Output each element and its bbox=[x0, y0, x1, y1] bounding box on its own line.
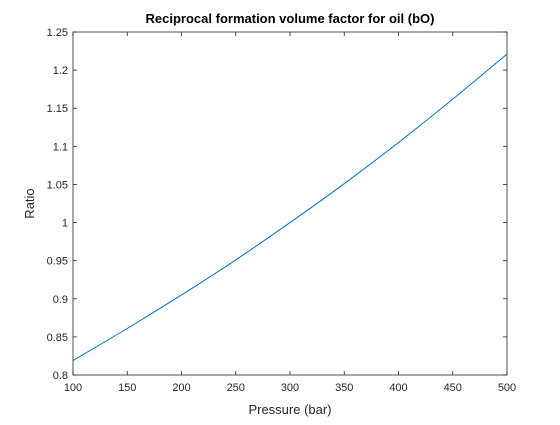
ticks-layer: 100 150 200 250 300 350 400 450 500 0.8 0.85 0.9 0.9… bbox=[47, 27, 517, 394]
y-tick-label: 1.05 bbox=[47, 179, 68, 191]
y-tick-label: 1.2 bbox=[53, 65, 68, 77]
x-tick-label: 200 bbox=[172, 382, 190, 394]
y-tick-label: 1.25 bbox=[47, 27, 68, 39]
x-tick-label: 150 bbox=[118, 382, 136, 394]
series-layer bbox=[72, 53, 508, 361]
x-tick-label: 450 bbox=[444, 382, 462, 394]
x-tick-label: 300 bbox=[281, 382, 299, 394]
y-tick-label: 0.95 bbox=[47, 256, 68, 268]
y-tick-label: 0.9 bbox=[53, 294, 68, 306]
chart-title: Reciprocal formation volume factor for o… bbox=[146, 11, 435, 26]
x-tick-label: 350 bbox=[335, 382, 353, 394]
x-tick-label: 400 bbox=[389, 382, 407, 394]
x-tick-label: 250 bbox=[227, 382, 245, 394]
y-tick-label: 1.1 bbox=[53, 141, 68, 153]
x-tick-label: 500 bbox=[498, 382, 516, 394]
y-tick-label: 1.15 bbox=[47, 103, 68, 115]
y-tick-label: 0.8 bbox=[53, 370, 68, 382]
y-tick-label: 1 bbox=[62, 218, 68, 230]
y-axis-label: Ratio bbox=[22, 188, 37, 218]
x-axis-label: Pressure (bar) bbox=[248, 402, 331, 417]
plot-area bbox=[73, 32, 507, 375]
x-tick-label: 100 bbox=[64, 382, 82, 394]
y-tick-label: 0.85 bbox=[47, 332, 68, 344]
series-line bbox=[72, 53, 508, 361]
